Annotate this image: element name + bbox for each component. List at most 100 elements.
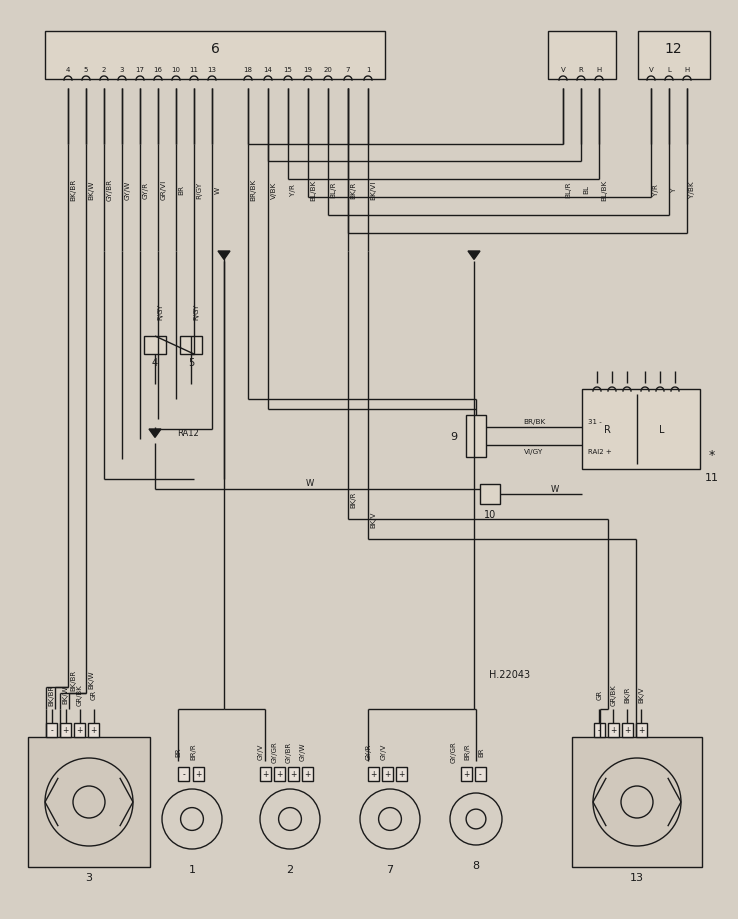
Text: 12: 12 xyxy=(664,41,682,56)
Text: BR: BR xyxy=(176,746,182,756)
Text: L: L xyxy=(659,425,665,435)
Text: BK/W: BK/W xyxy=(89,180,94,199)
Text: BK/V: BK/V xyxy=(370,511,376,528)
Bar xyxy=(60,723,71,737)
Text: BK/BR: BK/BR xyxy=(71,669,77,690)
Bar xyxy=(638,32,710,80)
Bar xyxy=(548,32,616,80)
Text: 11: 11 xyxy=(705,472,719,482)
Text: +: + xyxy=(276,770,283,778)
Text: R/GY: R/GY xyxy=(193,303,199,320)
Bar xyxy=(74,723,85,737)
Text: R/GY: R/GY xyxy=(157,303,164,320)
Text: BR: BR xyxy=(179,185,184,195)
Text: BK/R: BK/R xyxy=(351,492,356,507)
Text: 19: 19 xyxy=(303,67,312,73)
Text: Y/R: Y/R xyxy=(654,184,660,196)
Text: +: + xyxy=(399,770,404,778)
Text: +: + xyxy=(290,770,297,778)
Text: GY/R: GY/R xyxy=(365,743,371,759)
Text: GR/BK: GR/BK xyxy=(610,684,616,705)
Text: +: + xyxy=(262,770,269,778)
Text: Y/BK: Y/BK xyxy=(689,181,695,199)
Text: +: + xyxy=(76,726,83,734)
Text: 15: 15 xyxy=(283,67,292,73)
Text: 13: 13 xyxy=(207,67,216,73)
Bar xyxy=(368,767,379,781)
Bar xyxy=(636,723,647,737)
Bar xyxy=(594,723,605,737)
Text: V/BK: V/BK xyxy=(271,181,277,199)
Text: -: - xyxy=(479,770,482,778)
Text: +: + xyxy=(196,770,201,778)
Text: 1: 1 xyxy=(366,67,370,73)
Text: Y/R: Y/R xyxy=(291,184,297,196)
Bar xyxy=(180,336,202,355)
Bar xyxy=(461,767,472,781)
Polygon shape xyxy=(468,252,480,260)
Bar xyxy=(475,767,486,781)
Text: R/GY: R/GY xyxy=(196,181,202,199)
Text: 31 -: 31 - xyxy=(588,418,601,425)
Text: BK/BR: BK/BR xyxy=(49,684,55,705)
Text: 7: 7 xyxy=(387,864,393,874)
Text: BL: BL xyxy=(584,186,590,194)
Text: GY/W: GY/W xyxy=(300,742,306,760)
Bar xyxy=(288,767,299,781)
Text: BK/R: BK/R xyxy=(351,181,356,199)
Text: GY/R: GY/R xyxy=(142,181,148,199)
Text: 5: 5 xyxy=(188,357,194,368)
Text: 20: 20 xyxy=(323,67,332,73)
Text: +: + xyxy=(624,726,631,734)
Text: GY/GR: GY/GR xyxy=(450,741,457,762)
Bar xyxy=(88,723,99,737)
Text: W: W xyxy=(306,479,314,488)
Bar xyxy=(260,767,271,781)
Text: +: + xyxy=(463,770,469,778)
Text: 10: 10 xyxy=(484,509,496,519)
Text: H: H xyxy=(684,67,689,73)
Bar xyxy=(382,767,393,781)
Text: 14: 14 xyxy=(263,67,272,73)
Text: 17: 17 xyxy=(136,67,145,73)
Text: W: W xyxy=(551,484,559,493)
Text: H.22043: H.22043 xyxy=(489,669,531,679)
Text: W: W xyxy=(215,187,221,193)
Text: 2: 2 xyxy=(286,864,294,874)
Text: BR/BK: BR/BK xyxy=(523,418,545,425)
Text: GR: GR xyxy=(91,689,97,699)
Text: 4: 4 xyxy=(152,357,158,368)
Text: V: V xyxy=(561,67,565,73)
Text: 6: 6 xyxy=(210,41,219,56)
Bar xyxy=(466,415,486,458)
Text: 1: 1 xyxy=(188,864,196,874)
Text: 7: 7 xyxy=(345,67,351,73)
Text: *: * xyxy=(709,448,715,461)
Text: BL/BK: BL/BK xyxy=(311,179,317,200)
Text: GR/BK: GR/BK xyxy=(77,684,83,705)
Bar xyxy=(480,484,500,505)
Bar xyxy=(582,390,700,470)
Text: 16: 16 xyxy=(154,67,162,73)
Text: GR/VI: GR/VI xyxy=(160,180,167,200)
Text: RA12: RA12 xyxy=(177,429,199,438)
Text: GY/V: GY/V xyxy=(258,743,263,759)
Text: 3: 3 xyxy=(86,872,92,882)
Text: 9: 9 xyxy=(450,432,458,441)
Text: BK/W: BK/W xyxy=(63,685,69,703)
Text: 8: 8 xyxy=(472,860,480,870)
Text: GY/BR: GY/BR xyxy=(286,741,292,762)
Text: GR: GR xyxy=(596,689,602,699)
Bar xyxy=(608,723,619,737)
Text: BK/R: BK/R xyxy=(624,686,630,702)
Text: V: V xyxy=(649,67,653,73)
Text: R: R xyxy=(604,425,610,435)
Polygon shape xyxy=(149,429,161,438)
Text: BL/R: BL/R xyxy=(331,182,337,198)
Text: 3: 3 xyxy=(120,67,124,73)
Text: 4: 4 xyxy=(66,67,70,73)
Text: 18: 18 xyxy=(244,67,252,73)
Text: R: R xyxy=(579,67,583,73)
Text: -: - xyxy=(598,726,601,734)
Text: +: + xyxy=(610,726,617,734)
